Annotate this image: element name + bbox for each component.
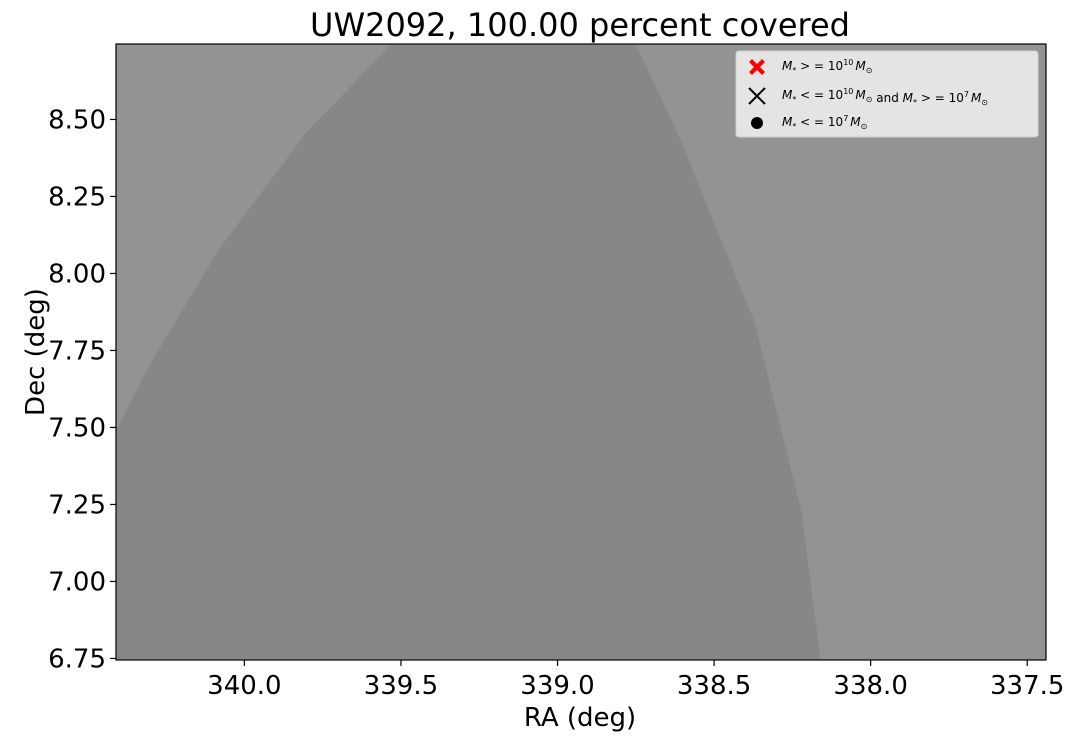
- x-tick-label: 338.5: [677, 671, 751, 701]
- legend-marker: [751, 117, 763, 129]
- x-tick-label: 340.0: [207, 671, 281, 701]
- legend-label: M* < = 1010 M⊙ and M* > = 107 M⊙: [782, 87, 988, 107]
- y-axis-ticks: 6.75 7.00 7.25 7.50 7.75 8.00 8.25 8.50: [48, 105, 116, 674]
- legend-marker: [748, 87, 766, 105]
- y-tick-label: 8.00: [48, 259, 106, 289]
- y-tick-label: 7.50: [48, 413, 106, 443]
- y-tick-label: 7.25: [48, 490, 106, 520]
- legend-box: [735, 50, 1039, 138]
- y-tick-label: 7.75: [48, 336, 106, 366]
- x-tick-label: 337.5: [990, 671, 1064, 701]
- legend: M* > = 1010 M⊙ M* < = 1010 M⊙ and M* > = 10…: [735, 50, 1039, 138]
- legend-label: M* < = 107 M⊙: [782, 114, 867, 131]
- y-tick-label: 7.00: [48, 567, 106, 597]
- coverage-region: [116, 44, 821, 660]
- x-axis-label: RA (deg): [524, 703, 636, 733]
- x-tick-label: 338.0: [833, 671, 907, 701]
- chart-title: UW2092, 100.00 percent covered: [310, 6, 850, 44]
- x-axis-ticks: 340.0 339.5 339.0 338.5 338.0 337.5: [207, 660, 1064, 701]
- y-tick-label: 6.75: [48, 644, 106, 674]
- x-tick-label: 339.5: [364, 671, 438, 701]
- x-tick-label: 339.0: [520, 671, 594, 701]
- y-tick-label: 8.50: [48, 105, 106, 135]
- y-tick-label: 8.25: [48, 182, 106, 212]
- plot-frame: [115, 43, 1047, 661]
- legend-marker: [749, 59, 765, 75]
- y-axis-label: Dec (deg): [21, 288, 51, 416]
- legend-label: M* > = 1010 M⊙: [782, 58, 872, 75]
